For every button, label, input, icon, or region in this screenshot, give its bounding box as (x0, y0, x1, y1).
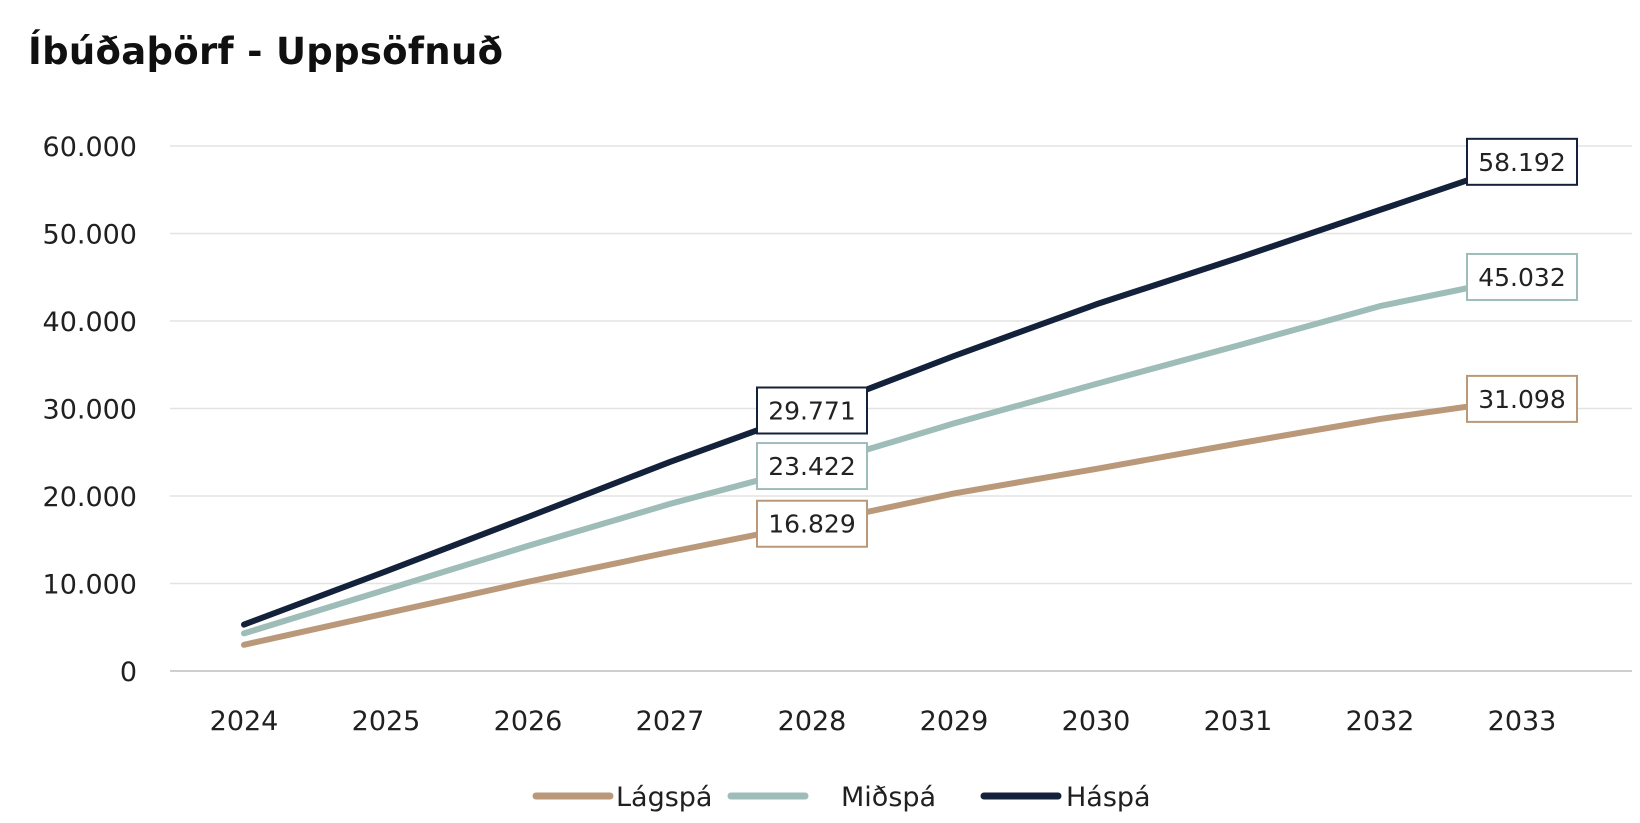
data-label-text: 31.098 (1478, 385, 1565, 414)
x-tick-label: 2033 (1488, 706, 1557, 737)
y-tick-label: 20.000 (43, 482, 137, 513)
y-tick-label: 40.000 (43, 307, 137, 338)
x-tick-label: 2030 (1062, 706, 1131, 737)
x-tick-label: 2029 (920, 706, 989, 737)
legend-label: Háspá (1066, 782, 1151, 813)
series-layer (241, 158, 1525, 648)
series-line-1 (241, 274, 1525, 637)
y-tick-label: 10.000 (43, 570, 137, 601)
data-label: 45.032 (1466, 252, 1578, 301)
data-label-box (1466, 137, 1578, 186)
legend-label: Lágspá (616, 782, 712, 813)
x-tick-label: 2032 (1346, 706, 1415, 737)
data-label-box (1466, 374, 1578, 423)
data-label-text: 29.771 (768, 397, 855, 426)
y-tick-label: 30.000 (43, 395, 137, 426)
data-label-box (756, 499, 868, 548)
data-label-text: 58.192 (1478, 148, 1565, 177)
series-line-0 (241, 395, 1525, 648)
data-label-box (756, 386, 868, 435)
x-tick-label: 2031 (1204, 706, 1273, 737)
y-tick-label: 60.000 (43, 132, 137, 163)
y-tick-label: 0 (120, 657, 137, 688)
data-label-box (1466, 252, 1578, 301)
data-label: 31.098 (1466, 374, 1578, 423)
x-axis-tick-labels: 2024 2025 2026 2027 2028 2029 2030 2031 2032 2033 (210, 706, 1557, 737)
y-axis-tick-labels: 0 10.000 20.000 30.000 40.000 50.000 60.000 (43, 132, 137, 688)
data-label-text: 23.422 (768, 452, 855, 481)
grid-layer (170, 145, 1632, 672)
legend: Lágspá Miðspá Háspá (532, 782, 1151, 813)
legend-item: Lágspá (532, 782, 712, 813)
data-labels-layer: 29.771 23.422 16.829 58.192 45.032 31.098 (756, 137, 1578, 548)
x-tick-label: 2028 (778, 706, 847, 737)
x-tick-label: 2027 (636, 706, 705, 737)
data-label: 16.829 (756, 499, 868, 548)
data-label: 23.422 (756, 442, 868, 491)
x-tick-label: 2024 (210, 706, 279, 737)
legend-label: Miðspá (841, 782, 936, 813)
data-label-box (756, 442, 868, 491)
data-label: 58.192 (1466, 137, 1578, 186)
chart-title: Íbúðaþörf - Uppsöfnuð (28, 30, 504, 73)
data-label-text: 16.829 (768, 510, 855, 539)
y-tick-label: 50.000 (43, 220, 137, 251)
x-tick-label: 2026 (494, 706, 563, 737)
legend-item: Háspá (980, 782, 1151, 813)
legend-item: Miðspá (727, 782, 936, 813)
data-label-text: 45.032 (1478, 263, 1565, 292)
series-line-2 (241, 158, 1525, 628)
x-tick-label: 2025 (352, 706, 421, 737)
data-label: 29.771 (756, 386, 868, 435)
